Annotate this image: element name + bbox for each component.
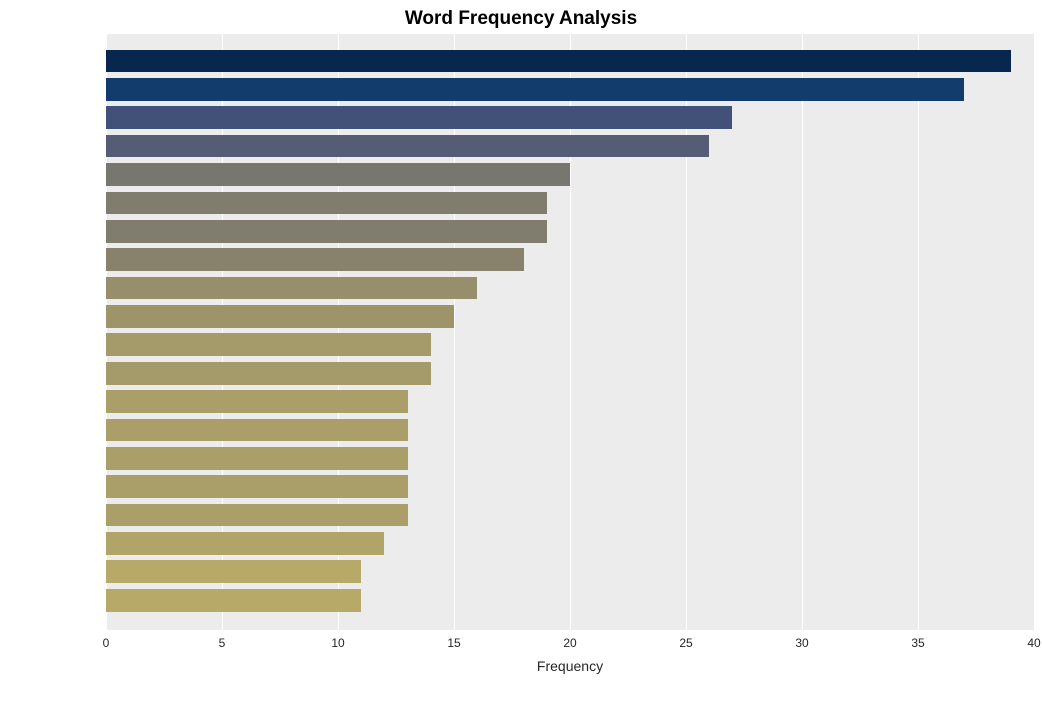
x-tick-label: 35 <box>911 636 924 650</box>
bar <box>106 50 1011 73</box>
bar <box>106 333 431 356</box>
bar <box>106 419 408 442</box>
bar <box>106 305 454 328</box>
bar <box>106 220 547 243</box>
x-tick-label: 10 <box>331 636 344 650</box>
bar <box>106 192 547 215</box>
word-frequency-chart: Word Frequency Analysis mapgravecourtsta… <box>0 0 1042 701</box>
x-tick-label: 20 <box>563 636 576 650</box>
bar <box>106 106 732 129</box>
bar <box>106 78 964 101</box>
bar <box>106 504 408 527</box>
bar <box>106 589 361 612</box>
bar <box>106 135 709 158</box>
chart-title: Word Frequency Analysis <box>0 8 1042 30</box>
gridline <box>918 34 919 630</box>
bar <box>106 560 361 583</box>
bar <box>106 447 408 470</box>
bar <box>106 248 524 271</box>
x-tick-label: 30 <box>795 636 808 650</box>
x-tick-label: 0 <box>103 636 110 650</box>
x-axis-label: Frequency <box>106 658 1034 674</box>
bar <box>106 362 431 385</box>
bar <box>106 390 408 413</box>
x-tick-label: 15 <box>447 636 460 650</box>
bar <box>106 532 384 555</box>
x-tick-label: 5 <box>219 636 226 650</box>
x-tick-label: 25 <box>679 636 692 650</box>
plot-area: mapgravecourtstatesectionlatinocaserepub… <box>106 34 1034 630</box>
gridline <box>802 34 803 630</box>
x-tick-label: 40 <box>1027 636 1040 650</box>
bar <box>106 277 477 300</box>
bar <box>106 475 408 498</box>
bar <box>106 163 570 186</box>
